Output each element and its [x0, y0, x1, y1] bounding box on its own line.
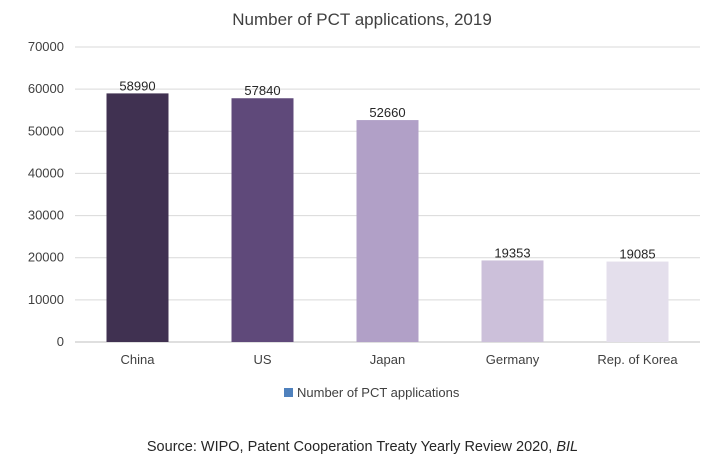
data-labels: 58990 57840 52660 19353 19085: [119, 78, 655, 261]
x-tick-label: US: [253, 352, 271, 367]
y-tick-label: 20000: [28, 250, 64, 265]
bar-chart: Number of PCT applications, 2019 0 10000 2…: [28, 10, 700, 400]
data-label: 19085: [619, 247, 655, 262]
x-axis: China US Japan Germany Rep. of Korea: [121, 352, 679, 367]
data-label: 19353: [494, 245, 530, 260]
y-axis: 0 10000 20000 30000 40000 50000 60000 70000: [28, 39, 64, 349]
y-tick-label: 30000: [28, 208, 64, 223]
bar: [106, 93, 169, 342]
x-tick-label: Japan: [370, 352, 405, 367]
x-tick-label: China: [121, 352, 156, 367]
y-tick-label: 10000: [28, 292, 64, 307]
y-tick-label: 60000: [28, 81, 64, 96]
legend-label: Number of PCT applications: [297, 385, 460, 400]
x-tick-label: Germany: [486, 352, 540, 367]
y-tick-label: 70000: [28, 39, 64, 54]
legend: Number of PCT applications: [284, 385, 460, 400]
bar: [356, 120, 419, 342]
data-label: 52660: [369, 105, 405, 120]
x-tick-label: Rep. of Korea: [597, 352, 678, 367]
bar: [481, 260, 544, 342]
y-tick-label: 40000: [28, 165, 64, 180]
bar: [606, 261, 669, 342]
y-tick-label: 50000: [28, 123, 64, 138]
bar: [231, 98, 294, 342]
legend-swatch: [284, 388, 293, 397]
y-tick-label: 0: [57, 334, 64, 349]
source-note: Source: WIPO, Patent Cooperation Treaty …: [0, 439, 725, 455]
source-text: Source: WIPO, Patent Cooperation Treaty …: [146, 439, 557, 455]
source-italic: BIL: [556, 439, 579, 455]
data-label: 58990: [119, 78, 155, 93]
data-label: 57840: [244, 83, 280, 98]
bars: [106, 93, 669, 342]
chart-title: Number of PCT applications, 2019: [232, 10, 492, 29]
